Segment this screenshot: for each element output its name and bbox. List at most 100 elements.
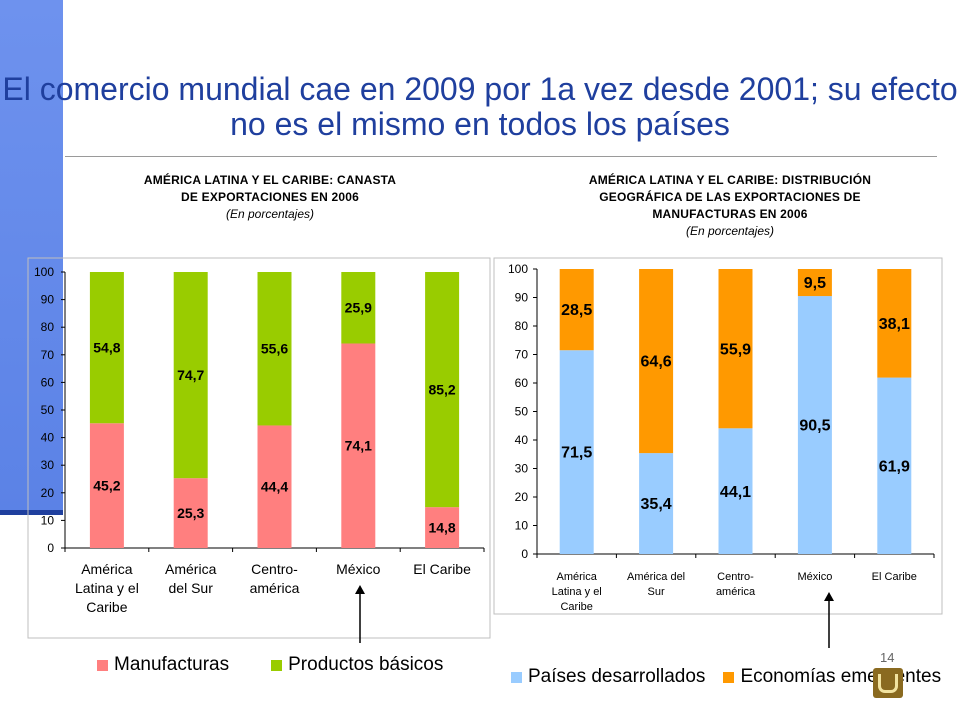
chart-2-subtitle: (En porcentajes) [685,224,775,238]
chart-1-data-label: 54,8 [93,340,120,356]
chart-1-title-line-1: AMÉRICA LATINA Y EL CARIBE: CANASTA [143,173,397,187]
chart-1-y-tick-label: 40 [41,431,55,445]
chart-2-data-label: 38,1 [879,316,910,333]
chart-1-bar-productos-b-sicos [257,272,292,426]
chart-1-bar-manufacturas [173,478,208,548]
legend-label-manufacturas: Manufacturas [114,654,230,675]
chart-1-data-label: 55,6 [261,341,288,357]
chart-1-header: AMÉRICA LATINA Y EL CARIBE: CANASTA DE E… [80,172,460,223]
chart-2-data-label: 35,4 [641,496,672,513]
chart-1-y-tick-label: 80 [41,320,55,334]
chart-1-y-tick-label: 100 [34,265,54,279]
chart-1-data-label: 74,7 [177,367,204,383]
legend-swatch-manufacturas [97,659,108,671]
chart-1-category-label: Centro- [251,561,298,577]
chart-2-data-label: 9,5 [804,275,826,292]
chart-2-data-label: 90,5 [799,418,830,435]
chart-1-y-tick-label: 20 [41,486,55,500]
chart-2-data-label: 55,9 [720,341,751,358]
chart-2-bar-pa-ses-desarrollados [718,428,753,554]
chart-1-category-label: México [336,561,381,577]
chart-1-legend: Manufacturas Productos básicos [97,654,443,676]
chart-1-category-label: América [165,561,217,577]
chart-1-data-label: 74,1 [345,438,372,454]
legend-entry-paises-desarrollados: Países desarrollados [511,666,705,688]
left-accent-band [0,0,63,512]
chart-1-subtitle: (En porcentajes) [225,207,315,221]
chart-2-y-tick-label: 100 [508,262,528,276]
chart-1-category-label: del Sur [169,580,214,596]
chart-2-bar-econom-as-emergentes [877,269,912,378]
chart-2-y-tick-label: 10 [515,519,529,533]
chart-1-bar-manufacturas [341,343,376,548]
left-accent-band-edge [0,510,63,515]
chart-1-category-label: Latina y el [75,580,139,596]
chart-2-bar-econom-as-emergentes [639,269,674,454]
chart-2-header: AMÉRICA LATINA Y EL CARIBE: DISTRIBUCIÓN… [530,172,930,240]
chart-1-data-label: 44,4 [261,479,288,495]
chart-1-data-label: 25,9 [345,300,372,316]
legend-entry-productos-basicos: Productos básicos [271,654,443,676]
chart-1-title-line-2: DE EXPORTACIONES EN 2006 [181,190,359,204]
chart-1-data-label: 14,8 [428,519,455,535]
legend-swatch-paises-desarrollados [511,671,522,683]
chart-1-bar-productos-b-sicos [341,272,376,344]
chart-1-bar-manufacturas [425,507,460,548]
chart-1-category-label: américa [250,580,300,596]
chart-2-y-tick-label: 80 [515,319,529,333]
chart-1-category-label: El Caribe [413,561,471,577]
chart-2-category-label: américa [716,586,756,598]
chart-2-title-line-3: MANUFACTURAS EN 2006 [652,207,808,221]
legend-swatch-economias-emergentes [723,671,735,683]
chart-2-y-tick-label: 60 [515,376,529,390]
chart-1-bar-manufacturas [89,423,124,548]
chart-2-category-label: Centro- [717,571,754,583]
chart-2-y-tick-label: 90 [515,291,529,305]
chart-2-bar-econom-as-emergentes [559,269,594,351]
chart-2-data-label: 61,9 [879,458,910,475]
chart-2-category-label: América del [627,571,685,583]
slide-number: 14 [880,650,895,665]
legend-label-productos-basicos: Productos básicos [288,654,444,675]
chart-2-y-tick-label: 50 [515,405,529,419]
title-divider [65,156,937,157]
chart-1-y-tick-label: 0 [47,541,54,555]
chart-2-data-label: 28,5 [561,302,592,319]
legend-label-economias-emergentes: Economías emergentes [740,666,942,687]
chart-2-y-tick-label: 20 [515,490,529,504]
chart-1-bar-productos-b-sicos [89,272,124,424]
chart-1-y-tick-label: 50 [41,403,55,417]
chart-1-y-tick-label: 90 [41,293,55,307]
chart-2-y-tick-label: 0 [521,547,528,561]
chart-2-category-label: México [797,571,832,583]
chart-2-bar-pa-ses-desarrollados [797,296,832,554]
chart-2-data-label: 71,5 [561,445,592,462]
chart-2-data-label: 64,6 [641,354,672,371]
mexico-pointer-arrow-2 [824,592,834,648]
chart-2-bar-pa-ses-desarrollados [877,377,912,554]
chart-1-data-label: 85,2 [428,381,455,397]
institution-logo [873,668,903,698]
chart-1-bar-productos-b-sicos [425,272,460,508]
legend-label-paises-desarrollados: Países desarrollados [528,666,706,687]
chart-2-bar-econom-as-emergentes [797,269,832,297]
chart-1-bar-productos-b-sicos [173,272,208,479]
legend-swatch-productos-basicos [271,659,283,671]
chart-1-category-label: América [81,561,133,577]
chart-2-frame [493,257,943,615]
chart-1-bar-manufacturas [257,425,292,548]
chart-2-bar-pa-ses-desarrollados [559,350,594,554]
slide-title: El comercio mundial cae en 2009 por 1a v… [2,71,958,142]
chart-2-y-tick-label: 40 [515,433,529,447]
chart-2-category-label: América [557,571,598,583]
chart-2-bar-econom-as-emergentes [718,269,753,429]
chart-1-frame [27,257,491,639]
chart-2-y-tick-label: 30 [515,462,529,476]
chart-2-y-tick-label: 70 [515,348,529,362]
chart-2-category-label: Latina y el [552,586,602,598]
mexico-pointer-arrow-1 [355,585,365,643]
chart-2-category-label: El Caribe [872,571,917,583]
chart-1-data-label: 25,3 [177,505,204,521]
